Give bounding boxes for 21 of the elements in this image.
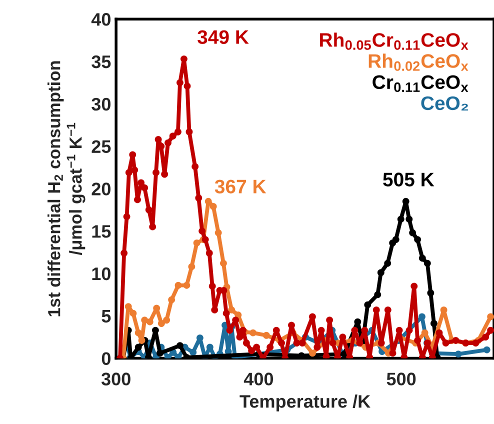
text: Cr$_{0.11}$CeO$_{x}$ (372, 75, 468, 92)
x-axis-title: Temperature /K (240, 394, 370, 412)
y-tick-label: 35 (92, 55, 111, 68)
y-tick-label: 25 (92, 140, 111, 153)
y-tick-label: 0 (102, 352, 110, 365)
text: Rh$_{0.02}$CeO$_{x}$ (368, 54, 468, 71)
y-tick-label: 20 (92, 182, 110, 196)
y-tick-label: 40 (91, 13, 110, 26)
y-axis-title: 1st differential H$_{2}$ consumption /μmol gcat$^{−1}$ K$^{−1}$ (48, 61, 86, 316)
y-tick-label: 15 (92, 225, 111, 238)
y-tick-label: 5 (102, 310, 111, 323)
x-tick-label: 400 (244, 372, 274, 386)
text: CeO₂ (421, 96, 468, 111)
y-tick-label: 30 (92, 98, 110, 111)
annotation: 505 K (383, 172, 434, 186)
x-tick-label: 300 (101, 372, 130, 386)
text: Rh$_{0.05}$Cr$_{0.11}$CeO$_{x}$ (320, 32, 468, 50)
annotation: 367 K (214, 180, 266, 194)
y-tick-label: 10 (92, 267, 110, 280)
annotation: 349 K (198, 30, 249, 44)
x-tick-label: 500 (386, 372, 416, 386)
